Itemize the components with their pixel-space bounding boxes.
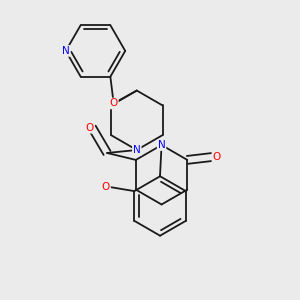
Text: O: O [85, 123, 94, 133]
Text: N: N [62, 46, 70, 56]
Text: N: N [133, 145, 141, 155]
Text: O: O [212, 152, 221, 162]
Text: O: O [102, 182, 110, 192]
Text: O: O [110, 98, 118, 108]
Text: N: N [158, 140, 165, 150]
